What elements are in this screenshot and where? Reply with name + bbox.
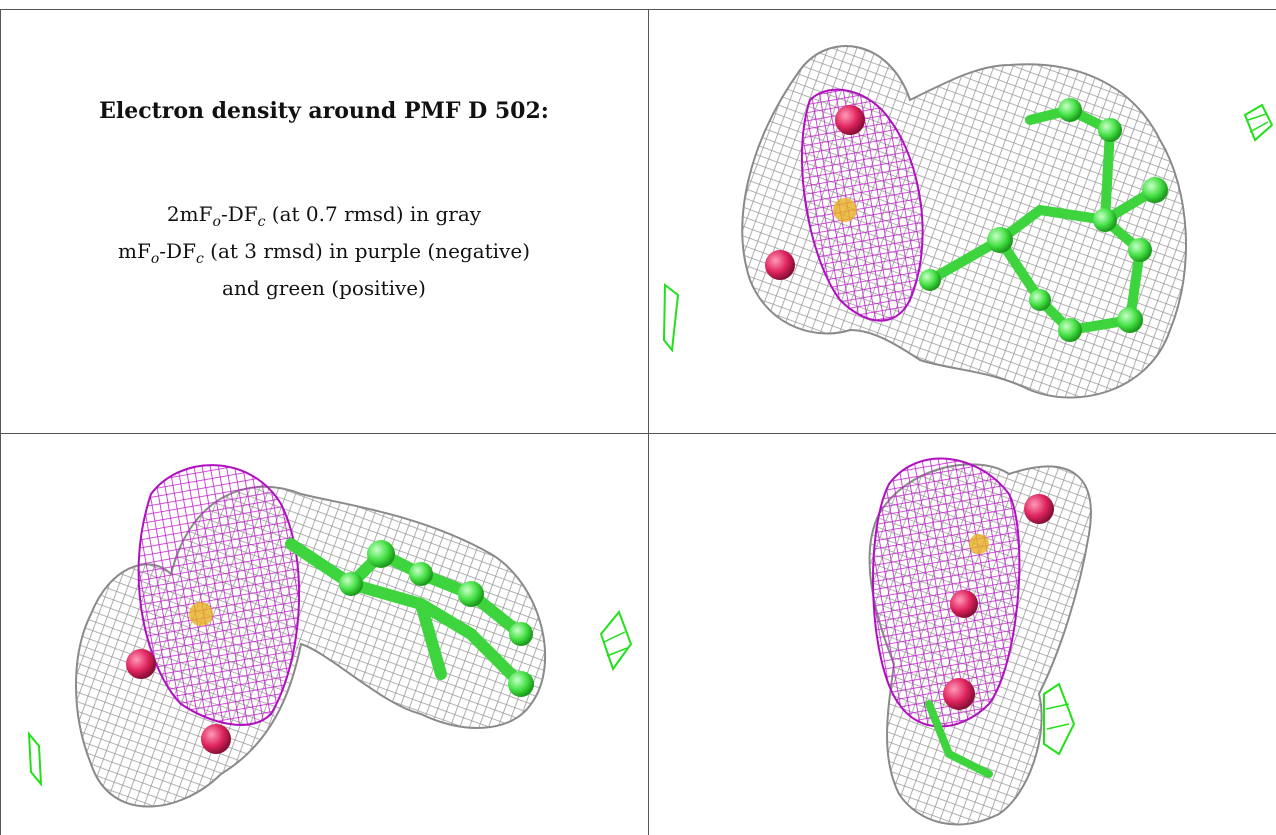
view-bottom-right [649,434,1276,835]
density-mesh-image [868,457,1092,826]
legend-line-purple: mFo-DFc (at 3 rmsd) in purple (negative) [118,239,530,267]
view-bottom-left [1,434,648,835]
border-center [648,9,649,835]
density-mesh-image [662,45,1274,399]
caption-legend: 2mFo-DFc (at 0.7 rmsd) in gray mFo-DFc (… [0,200,648,303]
view-top-right [650,10,1276,433]
caption-title: Electron density around PMF D 502: [99,98,549,124]
border-middle [0,433,1276,434]
density-mesh-image [27,464,633,808]
legend-line-gray: 2mFo-DFc (at 0.7 rmsd) in gray [166,202,482,230]
border-top [0,9,1276,10]
legend-line-green: and green (positive) [222,276,426,300]
border-left [0,9,1,835]
